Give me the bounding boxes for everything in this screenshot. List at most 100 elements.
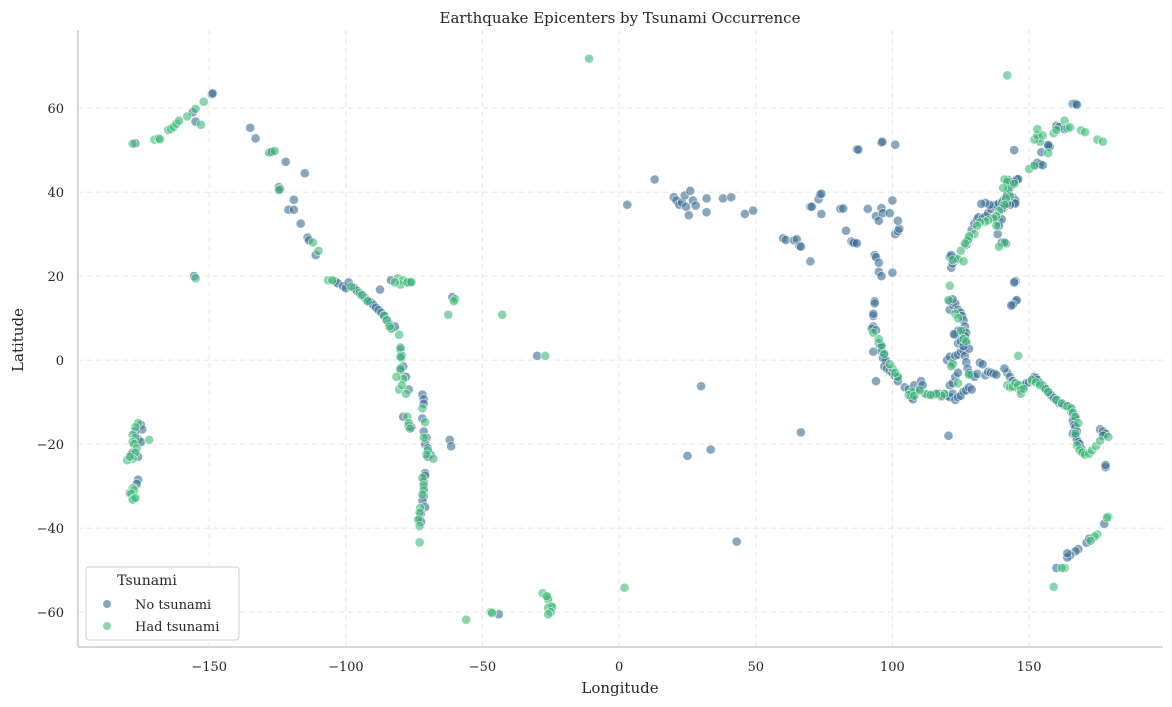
legend-marker-had-tsunami <box>103 622 111 630</box>
data-point <box>1070 428 1081 439</box>
y-tick-label: −60 <box>37 606 64 621</box>
data-point <box>884 359 895 370</box>
data-point <box>1037 160 1048 171</box>
data-point <box>487 608 497 618</box>
data-point <box>375 284 385 295</box>
data-point <box>748 205 759 216</box>
data-point <box>207 88 218 99</box>
data-point <box>295 218 306 229</box>
data-point <box>806 201 817 212</box>
data-point <box>394 329 405 340</box>
x-tick-label: 50 <box>748 660 765 675</box>
data-point <box>894 223 905 234</box>
data-point <box>816 209 827 219</box>
data-point <box>395 351 406 362</box>
data-point <box>966 384 977 395</box>
x-axis-ticks: −150 −100 −50 0 50 100 150 <box>191 660 1041 675</box>
data-point <box>273 185 284 195</box>
data-point <box>890 367 901 378</box>
data-point <box>395 363 406 374</box>
data-point <box>998 182 1009 193</box>
data-point <box>999 199 1010 210</box>
data-point <box>977 359 988 370</box>
data-point <box>877 136 888 147</box>
data-points <box>122 53 1114 625</box>
data-point <box>959 238 970 249</box>
data-point <box>1048 581 1059 592</box>
y-axis-label: Latitude <box>9 308 27 372</box>
data-point <box>384 321 395 332</box>
data-point <box>946 361 957 372</box>
x-axis-label: Longitude <box>581 679 658 697</box>
data-point <box>953 313 963 324</box>
data-point <box>362 296 373 307</box>
data-point <box>541 591 552 602</box>
data-point <box>955 245 966 256</box>
data-point <box>405 423 416 434</box>
data-point <box>127 138 138 149</box>
data-point <box>1073 418 1084 429</box>
data-point <box>1018 383 1029 394</box>
data-point <box>420 417 431 428</box>
data-point <box>868 327 879 338</box>
x-tick-label: −150 <box>191 660 227 675</box>
data-point <box>869 298 880 309</box>
data-point <box>701 207 712 218</box>
data-point <box>805 256 816 267</box>
data-point <box>1056 563 1067 573</box>
data-point <box>250 133 261 144</box>
data-point <box>1013 350 1024 361</box>
y-tick-label: −40 <box>37 522 64 537</box>
data-point <box>991 220 1002 231</box>
data-point <box>851 238 862 249</box>
data-point <box>190 273 201 284</box>
data-point <box>780 235 791 245</box>
data-point <box>884 208 895 219</box>
data-point <box>1065 122 1076 133</box>
data-point <box>871 376 881 387</box>
data-point <box>245 122 256 133</box>
data-point <box>446 441 457 452</box>
data-point <box>1103 432 1114 442</box>
data-point <box>391 371 402 382</box>
data-point <box>696 381 707 392</box>
data-point <box>1009 277 1020 288</box>
data-point <box>649 174 660 185</box>
data-point <box>972 369 983 379</box>
y-tick-label: 60 <box>47 102 64 117</box>
x-tick-label: −100 <box>328 660 364 675</box>
data-point <box>718 193 728 204</box>
data-point <box>414 521 425 531</box>
data-point <box>1085 535 1096 546</box>
data-point <box>390 277 400 288</box>
data-point <box>308 237 318 248</box>
data-point <box>705 444 716 455</box>
data-point <box>739 209 750 219</box>
data-point <box>944 280 955 291</box>
data-point <box>461 614 472 625</box>
data-point <box>396 380 407 391</box>
data-point <box>1095 435 1106 446</box>
data-point <box>622 199 633 210</box>
data-point <box>155 134 165 145</box>
data-point <box>443 309 454 320</box>
data-point <box>280 156 291 167</box>
data-point <box>540 350 551 361</box>
legend: Tsunami No tsunami Had tsunami <box>85 566 240 641</box>
data-point <box>816 188 827 199</box>
data-point <box>327 275 338 286</box>
data-point <box>955 325 966 336</box>
data-point <box>395 342 406 353</box>
data-point <box>1100 460 1111 471</box>
data-point <box>357 290 368 300</box>
data-point <box>532 350 543 361</box>
data-point <box>1009 145 1020 156</box>
data-point <box>196 119 206 130</box>
data-point <box>868 308 879 319</box>
data-point <box>890 139 901 150</box>
y-axis-ticks: −60 −40 −20 0 20 40 60 <box>37 102 64 621</box>
data-point <box>1080 127 1091 138</box>
data-point <box>701 193 712 204</box>
data-point <box>841 225 851 236</box>
series-no-tsunami <box>124 88 1111 620</box>
